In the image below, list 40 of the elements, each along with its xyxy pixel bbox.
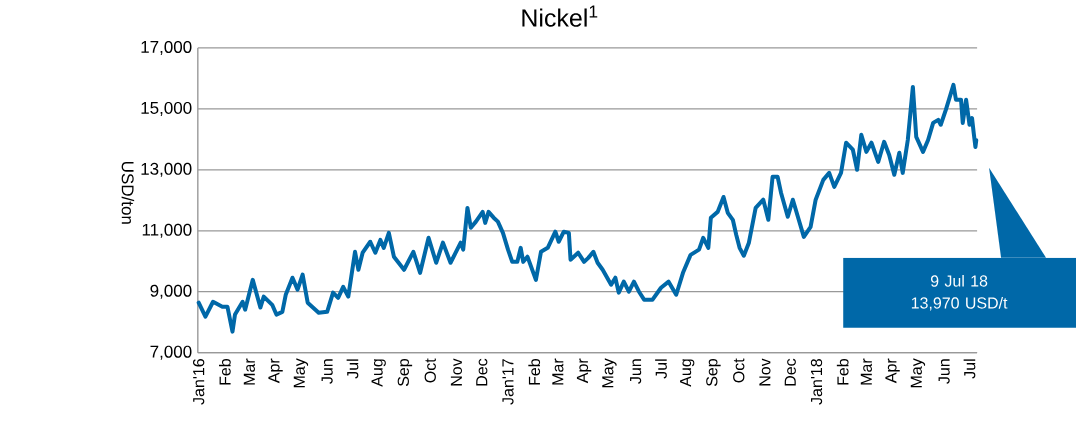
x-tick-label: Jun — [321, 359, 333, 385]
x-tick-label: Jan'17 — [502, 359, 514, 405]
x-tick-label: Sep — [706, 359, 721, 387]
x-tick-label: Feb — [219, 359, 231, 385]
x-tick-label: Sep — [397, 359, 413, 387]
x-tick-label: Mar — [243, 358, 255, 385]
x-tick-label: Jun — [938, 359, 950, 385]
y-axis-title: USD/ton — [121, 162, 135, 224]
x-tick-label: Apr — [268, 358, 283, 384]
y-tick-label: 9,000 — [150, 284, 192, 299]
x-tick-label: Jan'16 — [193, 359, 205, 405]
y-tick-label: 11,000 — [142, 223, 192, 238]
x-tick-label: Aug — [680, 359, 695, 387]
x-tick-label: Aug — [371, 359, 386, 387]
y-tick-label: 13,000 — [141, 163, 192, 178]
x-tick-label: Nov — [450, 358, 463, 386]
x-tick-label: Feb — [528, 359, 541, 385]
x-tick-label: May — [602, 358, 617, 388]
x-tick-label: Dec — [476, 358, 488, 386]
x-tick-label: Jul — [346, 359, 359, 379]
x-tick-label: Jul — [655, 359, 667, 379]
y-tick-label: 7,000 — [150, 345, 192, 360]
x-tick-label: Jun — [630, 359, 642, 385]
x-tick-label: May — [293, 358, 309, 388]
chart-title: Nickel$^{1}$ — [522, 5, 598, 28]
x-tick-label: Oct — [424, 358, 436, 383]
y-tick-label: 15,000 — [141, 102, 192, 117]
x-tick-label: Feb — [836, 359, 849, 385]
x-tick-label: Oct — [733, 358, 745, 383]
annotation: 9 Jul 18 13,970 USD/t — [911, 275, 1008, 311]
x-tick-label: Mar — [860, 358, 872, 385]
x-tick-label: Jan'18 — [810, 359, 823, 405]
x-tick-label: Apr — [885, 358, 900, 384]
x-tick-label: Jul — [963, 359, 976, 379]
x-tick-label: Dec — [784, 358, 796, 386]
x-tick-label: Apr — [576, 358, 592, 384]
x-tick-label: Mar — [552, 358, 564, 385]
x-tick-label: Nov — [759, 358, 771, 386]
x-tick-label: May — [910, 358, 926, 388]
y-tick-label: 17,000 — [141, 41, 192, 56]
